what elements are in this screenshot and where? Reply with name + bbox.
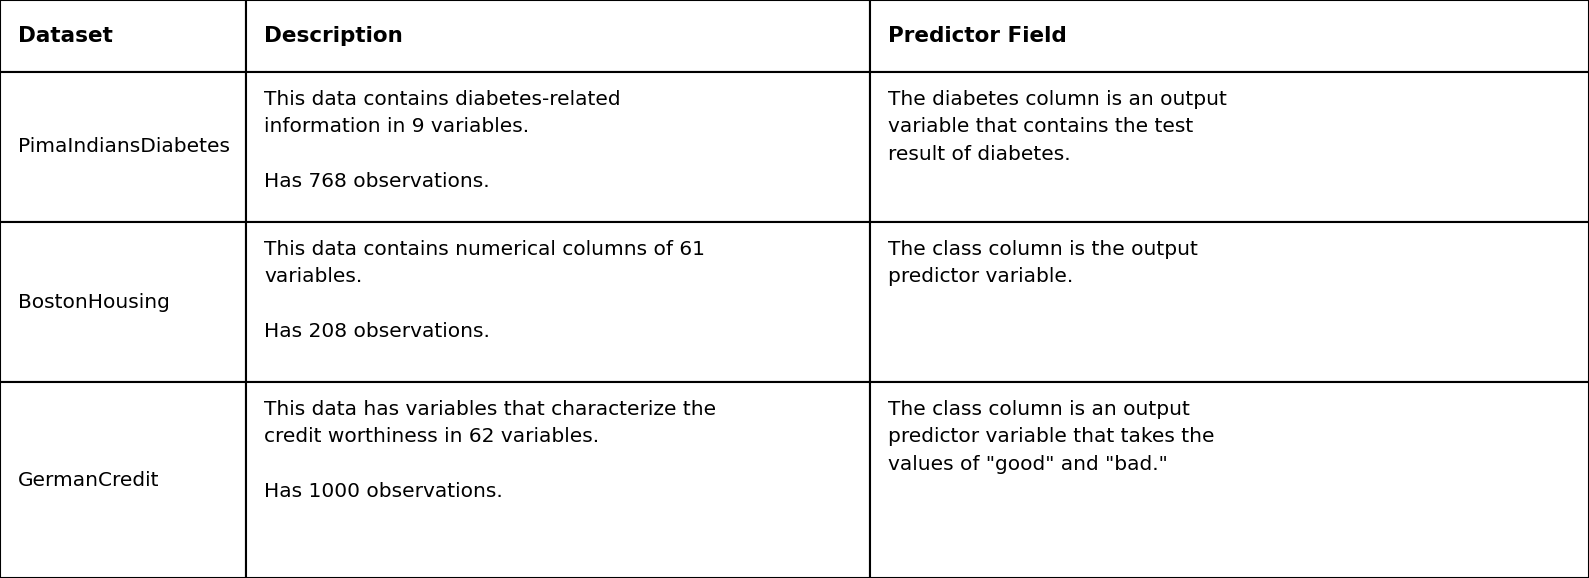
Text: BostonHousing: BostonHousing	[17, 292, 170, 312]
Text: Predictor Field: Predictor Field	[888, 26, 1066, 46]
Bar	[871, 72, 1589, 222]
Bar	[0, 0, 246, 72]
Bar	[871, 0, 1589, 72]
Text: PimaIndiansDiabetes: PimaIndiansDiabetes	[17, 138, 230, 157]
Bar	[871, 222, 1589, 382]
Text: This data contains numerical columns of 61
variables.

Has 208 observations.: This data contains numerical columns of …	[264, 240, 706, 341]
Bar	[246, 72, 871, 222]
Text: GermanCredit: GermanCredit	[17, 470, 159, 490]
Bar	[246, 0, 871, 72]
Text: Dataset: Dataset	[17, 26, 113, 46]
Bar	[0, 222, 246, 382]
Bar	[0, 382, 246, 578]
Bar	[246, 222, 871, 382]
Text: Description: Description	[264, 26, 402, 46]
Text: The class column is the output
predictor variable.: The class column is the output predictor…	[888, 240, 1198, 286]
Text: The class column is an output
predictor variable that takes the
values of "good": The class column is an output predictor …	[888, 400, 1214, 473]
Bar	[0, 72, 246, 222]
Text: This data has variables that characterize the
credit worthiness in 62 variables.: This data has variables that characteriz…	[264, 400, 717, 501]
Bar	[871, 382, 1589, 578]
Text: The diabetes column is an output
variable that contains the test
result of diabe: The diabetes column is an output variabl…	[888, 90, 1227, 164]
Text: This data contains diabetes-related
information in 9 variables.

Has 768 observa: This data contains diabetes-related info…	[264, 90, 621, 191]
Bar	[246, 382, 871, 578]
